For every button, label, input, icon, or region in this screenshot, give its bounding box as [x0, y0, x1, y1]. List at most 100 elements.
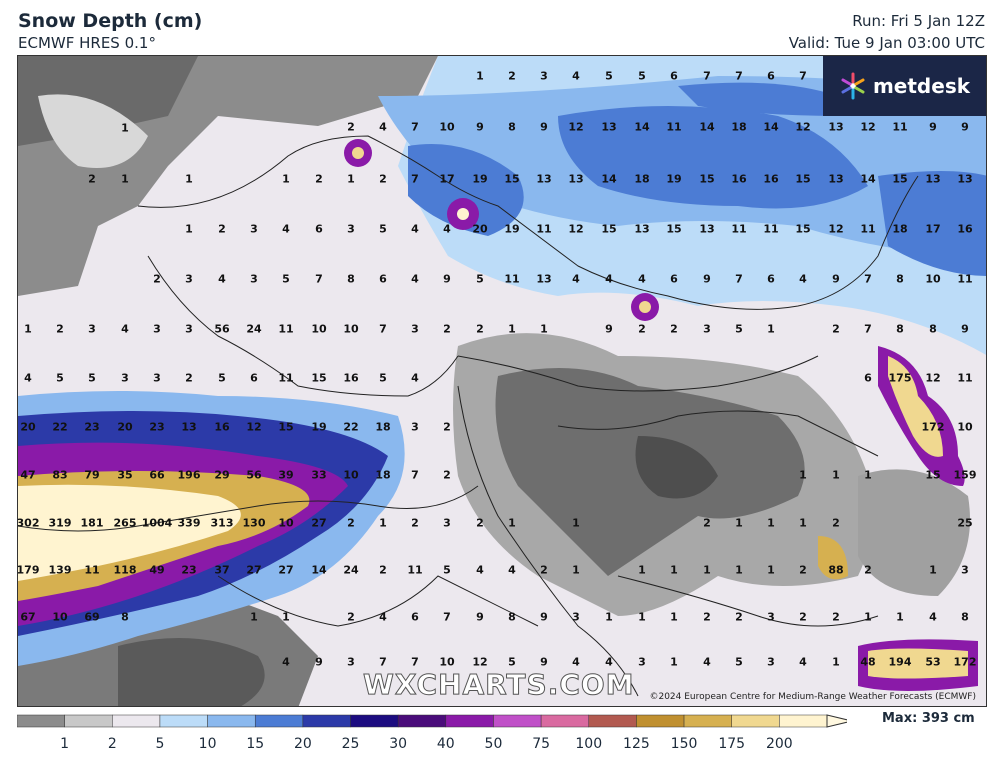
snow-depth-value-label: 11	[278, 371, 294, 385]
snow-depth-value-label: 3	[250, 222, 258, 236]
snow-depth-value-label: 15	[892, 172, 908, 186]
snow-depth-value-label: 12	[925, 371, 941, 385]
snow-depth-value-label: 196	[177, 468, 201, 482]
snow-depth-value-label: 5	[218, 371, 226, 385]
snow-depth-value-label: 2	[88, 172, 96, 186]
snow-depth-value-label: 2	[185, 371, 193, 385]
color-scale-segment	[397, 714, 447, 728]
snow-depth-value-label: 9	[961, 120, 969, 134]
snow-depth-value-label: 5	[88, 371, 96, 385]
snow-depth-value-label: 9	[315, 655, 323, 669]
snow-depth-value-label: 2	[735, 610, 743, 624]
snow-depth-value-label: 10	[311, 322, 327, 336]
snow-depth-value-label: 3	[767, 610, 775, 624]
snow-depth-value-label: 2	[670, 322, 678, 336]
snow-depth-value-label: 10	[957, 420, 973, 434]
snow-depth-value-label: 4	[799, 655, 807, 669]
snow-depth-value-label: 47	[20, 468, 36, 482]
snow-depth-value-label: 39	[278, 468, 294, 482]
snow-depth-value-label: 4	[572, 272, 580, 286]
snow-depth-value-label: 12	[568, 120, 584, 134]
snow-depth-value-label: 53	[925, 655, 941, 669]
snow-depth-value-label: 3	[572, 610, 580, 624]
snow-depth-value-label: 7	[379, 655, 387, 669]
snow-depth-value-label: 4	[379, 120, 387, 134]
max-value-label: Max: 393 cm	[882, 711, 975, 726]
snow-depth-value-label: 1	[735, 563, 743, 577]
snow-depth-value-label: 1	[767, 516, 775, 530]
snow-depth-value-label: 1	[379, 516, 387, 530]
color-scale-segment	[540, 714, 590, 728]
flower-burst-icon	[841, 72, 865, 100]
snow-depth-value-label: 1	[670, 610, 678, 624]
color-scale-tick-label: 100	[575, 736, 603, 752]
snow-depth-value-label: 175	[888, 371, 912, 385]
snow-depth-value-label: 4	[638, 272, 646, 286]
snow-depth-value-label: 4	[379, 610, 387, 624]
snow-depth-value-label: 2	[508, 69, 516, 83]
snow-depth-value-label: 13	[828, 120, 844, 134]
snow-depth-value-label: 1	[638, 610, 646, 624]
snow-depth-value-label: 4	[411, 371, 419, 385]
snow-depth-value-label: 9	[443, 272, 451, 286]
snow-depth-value-label: 23	[181, 563, 197, 577]
snow-depth-value-label: 10	[925, 272, 941, 286]
snow-depth-value-label: 4	[703, 655, 711, 669]
snow-depth-value-label: 172	[921, 420, 945, 434]
snow-depth-value-label: 23	[84, 420, 100, 434]
snow-depth-value-label: 7	[443, 610, 451, 624]
snow-depth-value-label: 5	[379, 222, 387, 236]
snow-depth-value-label: 9	[540, 120, 548, 134]
snow-depth-value-label: 3	[153, 322, 161, 336]
color-scale-tick-label: 125	[623, 736, 650, 752]
snow-depth-value-label: 8	[961, 610, 969, 624]
model-subtitle: ECMWF HRES 0.1°	[18, 34, 156, 52]
color-scale-tick-label: 15	[246, 736, 265, 752]
snow-depth-value-label: 11	[536, 222, 552, 236]
snow-depth-value-label: 4	[929, 610, 937, 624]
snow-depth-value-label: 13	[568, 172, 584, 186]
snow-depth-value-label: 9	[961, 322, 969, 336]
snow-depth-value-label: 5	[476, 272, 484, 286]
snow-depth-value-label: 3	[411, 322, 419, 336]
color-scale-tick-label: 25	[341, 736, 360, 752]
color-scale-segment	[159, 714, 208, 728]
snow-depth-value-label: 79	[84, 468, 100, 482]
snow-depth-value-label: 20	[472, 222, 488, 236]
snow-depth-value-label: 3	[443, 516, 451, 530]
color-scale-segment	[588, 714, 637, 728]
snow-depth-value-label: 179	[17, 563, 40, 577]
snow-depth-value-label: 16	[957, 222, 973, 236]
snow-depth-value-label: 2	[153, 272, 161, 286]
snow-depth-value-label: 12	[828, 222, 844, 236]
snow-depth-value-label: 8	[896, 322, 904, 336]
snow-depth-value-label: 18	[375, 420, 391, 434]
snow-depth-value-label: 16	[763, 172, 779, 186]
snow-depth-value-label: 8	[508, 610, 516, 624]
snow-depth-value-label: 11	[957, 272, 973, 286]
snow-depth-value-label: 6	[670, 272, 678, 286]
snow-depth-value-label: 18	[634, 172, 650, 186]
snow-depth-value-label: 16	[214, 420, 230, 434]
snow-depth-value-label: 1	[185, 172, 193, 186]
color-scale-segment	[683, 714, 732, 728]
color-scale-tick-label: 200	[765, 736, 793, 752]
snow-depth-value-label: 27	[311, 516, 327, 530]
snow-depth-value-label: 22	[343, 420, 359, 434]
snow-depth-value-label: 15	[925, 468, 941, 482]
snow-depth-value-label: 13	[828, 172, 844, 186]
snow-depth-value-label: 3	[121, 371, 129, 385]
snow-depth-value-label: 2	[864, 563, 872, 577]
snow-depth-value-label: 1	[670, 563, 678, 577]
snow-depth-value-label: 4	[508, 563, 516, 577]
snow-depth-value-label: 3	[185, 272, 193, 286]
snow-depth-value-label: 13	[634, 222, 650, 236]
snow-depth-value-label: 6	[379, 272, 387, 286]
snow-depth-value-label: 2	[703, 610, 711, 624]
snow-depth-value-label: 3	[153, 371, 161, 385]
color-scale-segment	[493, 714, 542, 728]
snow-depth-value-label: 2	[379, 563, 387, 577]
snow-depth-value-label: 10	[52, 610, 68, 624]
snow-depth-value-label: 2	[799, 563, 807, 577]
snow-depth-value-label: 56	[214, 322, 230, 336]
